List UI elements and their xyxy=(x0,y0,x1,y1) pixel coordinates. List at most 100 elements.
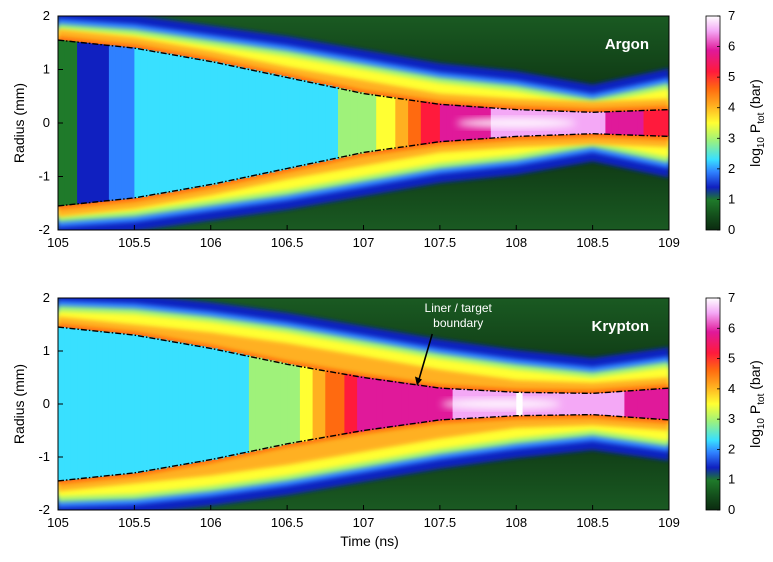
core-cell xyxy=(217,349,225,459)
core-cell xyxy=(592,393,600,415)
colorbar-tick-label: 5 xyxy=(728,69,735,84)
core-cell xyxy=(115,333,123,475)
x-axis-label: Time (ns) xyxy=(340,533,399,549)
core-cell xyxy=(567,393,575,415)
core-cell xyxy=(287,364,295,444)
core-cell xyxy=(229,352,237,456)
y-tick-label: 2 xyxy=(43,290,50,305)
core-cell xyxy=(408,99,416,147)
y-tick-label: -1 xyxy=(38,449,50,464)
colorbar-tick-label: 1 xyxy=(728,472,735,487)
core-cell xyxy=(586,112,594,134)
core-cell xyxy=(643,110,651,136)
core-cell xyxy=(395,381,403,427)
core-cell xyxy=(318,369,327,439)
core-cell xyxy=(229,65,237,181)
core-cell xyxy=(420,101,428,145)
core-cell xyxy=(637,390,645,418)
core-cell xyxy=(204,347,212,461)
core-cell xyxy=(624,111,632,135)
core-cell xyxy=(89,43,97,203)
core-cell xyxy=(624,391,632,417)
core-cell xyxy=(172,341,180,467)
x-tick-label: 108 xyxy=(505,515,527,530)
core-cell xyxy=(656,110,664,136)
core-cell xyxy=(236,66,244,180)
colorbar-tick-label: 5 xyxy=(728,351,735,366)
x-tick-label: 107 xyxy=(353,515,375,530)
core-cell xyxy=(382,96,390,150)
core-cell xyxy=(191,345,199,463)
core-cell xyxy=(191,58,199,188)
core-cell xyxy=(280,76,288,170)
x-tick-label: 106 xyxy=(200,235,222,250)
x-tick-label: 105.5 xyxy=(118,235,151,250)
liner-target-boundary-upper xyxy=(58,39,669,114)
core-cell xyxy=(433,103,441,143)
core-cell xyxy=(140,49,148,197)
core-cell xyxy=(643,389,651,419)
colorbar-tick-label: 7 xyxy=(728,290,735,305)
core-cell xyxy=(363,377,371,431)
core-cell xyxy=(147,50,155,196)
core-cell xyxy=(357,376,365,432)
core-cell xyxy=(134,335,142,473)
core-cell xyxy=(236,353,244,455)
core-cell xyxy=(427,386,435,422)
core-cell xyxy=(637,110,645,136)
x-tick-label: 106.5 xyxy=(271,235,304,250)
core-cell xyxy=(592,112,600,134)
core-cell xyxy=(70,41,78,205)
core-cell xyxy=(306,81,314,165)
colorbar-tick-label: 4 xyxy=(728,381,735,396)
core-cell xyxy=(382,380,390,428)
core-cell xyxy=(217,62,225,184)
y-tick-label: 1 xyxy=(43,343,50,358)
annotation-text: boundary xyxy=(433,316,483,330)
core-cell xyxy=(630,111,638,136)
core-cell xyxy=(395,98,403,148)
core-cell xyxy=(649,389,658,419)
core-cell xyxy=(274,361,282,447)
core-cell xyxy=(153,51,161,195)
y-axis-label: Radius (mm) xyxy=(11,83,27,163)
core-cell xyxy=(185,343,193,464)
core-cell xyxy=(611,392,619,416)
y-tick-label: -2 xyxy=(38,502,50,517)
x-tick-label: 105.5 xyxy=(118,515,151,530)
core-cell xyxy=(96,44,104,202)
core-cell xyxy=(363,93,371,153)
core-cell xyxy=(318,84,327,162)
core-cell xyxy=(586,393,594,415)
core-cell xyxy=(350,375,358,433)
core-cell xyxy=(255,70,263,176)
core-cell xyxy=(649,110,658,136)
x-tick-label: 106 xyxy=(200,515,222,530)
x-tick-label: 105 xyxy=(47,515,69,530)
core-cell xyxy=(573,111,581,135)
core-cell xyxy=(662,109,669,137)
x-tick-label: 108.5 xyxy=(576,515,609,530)
core-cell xyxy=(261,72,269,174)
core-cell xyxy=(70,328,78,480)
core-cell xyxy=(427,102,435,144)
core-cell xyxy=(64,327,72,481)
colorbar-label: log10 Ptot (bar) xyxy=(747,360,767,448)
core-cell xyxy=(376,95,384,151)
core-cell xyxy=(242,68,250,178)
core-cell xyxy=(108,45,117,201)
core-cell xyxy=(338,88,346,158)
core-cell xyxy=(108,332,117,476)
core-cell xyxy=(630,390,638,418)
liner-target-boundary-lower xyxy=(58,132,669,207)
x-tick-label: 107.5 xyxy=(424,515,457,530)
core-cell xyxy=(299,80,308,166)
core-cell xyxy=(573,393,581,415)
peak-pressure-zone xyxy=(456,118,577,128)
core-cell xyxy=(134,48,142,198)
core-cell xyxy=(344,89,352,157)
core-cell xyxy=(166,53,174,193)
y-tick-label: 1 xyxy=(43,62,50,77)
colorbar-tick-label: 1 xyxy=(728,191,735,206)
core-cell xyxy=(89,330,97,478)
